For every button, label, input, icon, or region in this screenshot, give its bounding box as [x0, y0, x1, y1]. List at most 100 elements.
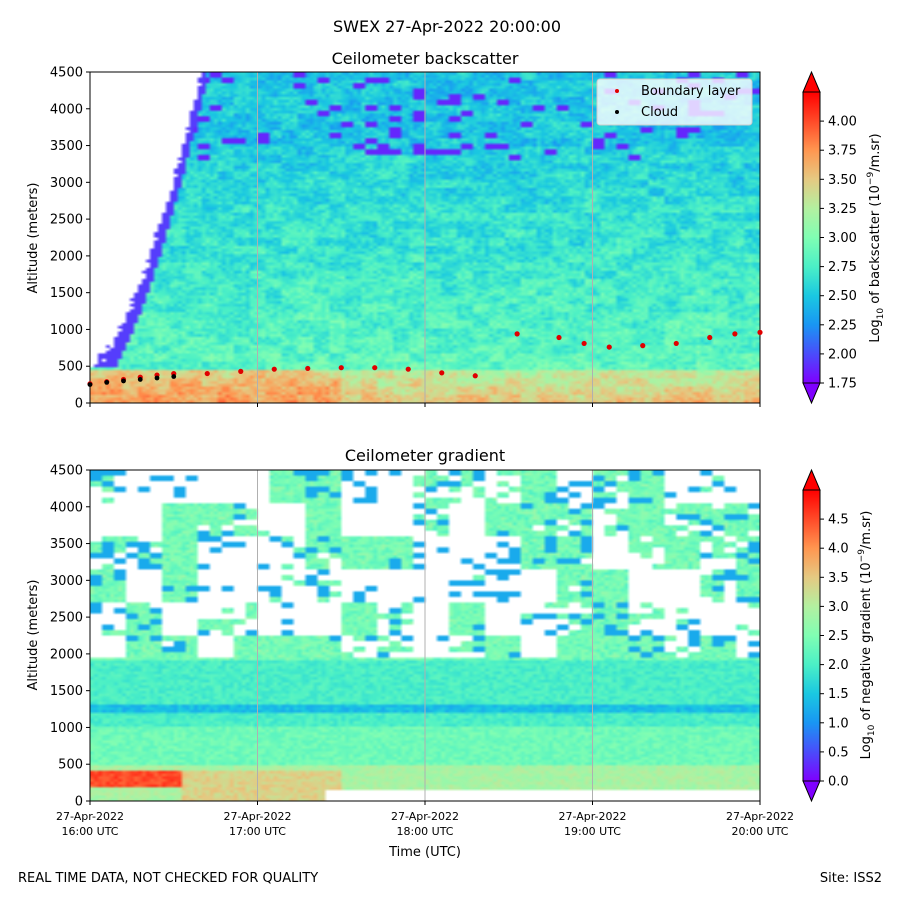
colorbar-tick-label: 3.75	[828, 144, 857, 159]
y-tick-label: 500	[58, 360, 83, 375]
y-tick-label: 4000	[50, 102, 83, 117]
y-tick-label: 1500	[50, 286, 83, 301]
colorbar-tick-label: 2.50	[828, 289, 857, 304]
y-tick-label: 3000	[50, 574, 83, 589]
boundary-layer-point	[338, 365, 344, 371]
boundary-layer-point	[556, 334, 562, 341]
y-tick-label: 0	[75, 795, 83, 810]
y-tick-label: 2500	[50, 611, 83, 626]
colorbar-tick-label: 1.5	[828, 687, 849, 702]
boundary-layer-point	[372, 365, 378, 371]
boundary-layer-point	[732, 331, 738, 337]
y-tick-label: 4000	[50, 500, 83, 515]
cloud-point	[171, 374, 177, 379]
colorbar-extend-min	[802, 780, 821, 803]
x-tick-date: 27-Apr-2022	[56, 810, 124, 823]
colorbar-tick-label: 4.0	[828, 542, 849, 557]
boundary-layer-point	[305, 365, 311, 372]
boundary-layer-point	[472, 373, 478, 379]
y-tick-label: 2000	[50, 647, 83, 662]
boundary-layer-point	[204, 370, 210, 377]
gradient-xlabel: Time (UTC)	[388, 845, 461, 860]
gradient-colorbar-label: Log10 of negative gradient (10−9/m.sr)	[857, 511, 877, 760]
colorbar-tick-label: 3.0	[828, 600, 849, 615]
backscatter-title: Ceilometer backscatter	[332, 49, 519, 68]
figure-title: SWEX 27-Apr-2022 20:00:00	[333, 17, 561, 36]
boundary-layer-point	[581, 340, 587, 347]
legend-cloud-label: Cloud	[641, 105, 678, 120]
colorbar-tick-label: 2.00	[828, 347, 857, 362]
colorbar-tick-label: 3.50	[828, 173, 857, 188]
colorbar-tick-label: 4.5	[828, 513, 849, 528]
y-tick-label: 4500	[50, 66, 83, 81]
colorbar-tick-label: 2.75	[828, 260, 857, 275]
backscatter-colorbar: 1.75 2.00 2.25 2.50 2.75 3.00 3.25 3.50 3.75 4.00	[802, 70, 857, 405]
footer-quality-note: REAL TIME DATA, NOT CHECKED FOR QUALITY	[18, 871, 318, 886]
colorbar-tick-label: 2.25	[828, 318, 857, 333]
backscatter-colorbar-label: Log10 of backscatter (10−9/m.sr)	[866, 133, 886, 342]
legend-boundary-layer-label: Boundary layer	[641, 84, 741, 99]
x-tick-date: 27-Apr-2022	[726, 810, 794, 823]
x-tick-date: 27-Apr-2022	[391, 810, 459, 823]
boundary-layer-point	[514, 331, 520, 337]
backscatter-plot: 0 500 1000 1500 2000 2500 3000 3500 4000 4500	[50, 66, 763, 412]
y-tick-label: 2500	[50, 213, 83, 228]
y-tick-label: 1000	[50, 323, 83, 338]
colorbar-tick-label: 4.00	[828, 115, 857, 130]
y-tick-label: 500	[58, 758, 83, 773]
y-tick-label: 3500	[50, 139, 83, 154]
y-tick-label: 2000	[50, 249, 83, 264]
x-tick-time: 18:00 UTC	[396, 825, 453, 838]
colorbar-extend-min	[802, 382, 821, 405]
boundary-layer-point	[707, 334, 713, 341]
gradient-title: Ceilometer gradient	[345, 446, 505, 465]
boundary-layer-point	[439, 370, 445, 376]
cloud-point	[137, 377, 143, 382]
backscatter-ylabel: Altitude (meters)	[26, 183, 41, 294]
x-tick-date: 27-Apr-2022	[223, 810, 291, 823]
colorbar-tick-label: 1.0	[828, 716, 849, 731]
colorbar-body	[803, 92, 820, 383]
y-tick-label: 4500	[50, 464, 83, 479]
colorbar-tick-label: 1.75	[828, 377, 857, 392]
x-tick-time: 20:00 UTC	[731, 825, 788, 838]
cloud-point	[104, 380, 110, 385]
colorbar-tick-label: 0.5	[828, 745, 849, 760]
legend-frame	[596, 78, 753, 126]
y-tick-label: 3500	[50, 537, 83, 552]
boundary-layer-point	[640, 343, 646, 349]
boundary-layer-point	[673, 340, 679, 347]
gradient-ylabel: Altitude (meters)	[26, 580, 41, 691]
cloud-point	[121, 378, 126, 384]
colorbar-tick-label: 3.25	[828, 202, 857, 217]
cloud-point	[87, 382, 93, 388]
colorbar-tick-label: 3.00	[828, 231, 857, 246]
colorbar-tick-label: 0.0	[828, 775, 849, 790]
legend-cloud-marker	[615, 110, 619, 114]
x-tick-date: 27-Apr-2022	[558, 810, 626, 823]
colorbar-tick-label: 2.0	[828, 658, 849, 673]
colorbar-body	[803, 490, 820, 781]
gradient-plot: 0 500 1000 1500 2000 2500 3000 3500 4000 4500 27-A…	[50, 464, 794, 839]
x-tick-time: 17:00 UTC	[229, 825, 286, 838]
colorbar-extend-max	[802, 70, 821, 93]
legend-boundary-layer-marker	[615, 89, 619, 93]
y-tick-label: 1500	[50, 684, 83, 699]
y-tick-label: 1000	[50, 721, 83, 736]
x-tick-time: 19:00 UTC	[564, 825, 621, 838]
boundary-layer-point	[757, 329, 763, 335]
legend: Boundary layer Cloud	[596, 78, 753, 126]
colorbar-tick-label: 2.5	[828, 629, 849, 644]
y-tick-label: 0	[75, 397, 83, 412]
boundary-layer-point	[271, 366, 277, 372]
boundary-layer-point	[238, 368, 244, 374]
boundary-layer-point	[405, 366, 411, 372]
colorbar-tick-label: 3.5	[828, 571, 849, 586]
boundary-layer-point	[606, 344, 612, 350]
colorbar-extend-max	[802, 468, 821, 491]
x-tick-time: 16:00 UTC	[61, 825, 118, 838]
gradient-colorbar: 0.0 0.5 1.0 1.5 2.0 2.5 3.0 3.5 4.0 4.5	[802, 468, 849, 803]
footer-site: Site: ISS2	[820, 871, 882, 886]
y-tick-label: 3000	[50, 176, 83, 191]
